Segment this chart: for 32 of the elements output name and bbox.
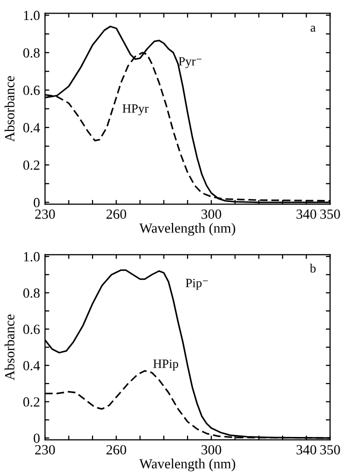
y-tick-label: 0	[34, 434, 40, 443]
y-tick-label: 1.0	[24, 10, 40, 20]
y-tick-label: 0.4	[23, 123, 40, 132]
x-tick-label: 230	[35, 445, 55, 454]
y-tick-label: 0.8	[23, 288, 40, 298]
y-tick-label: 0	[34, 198, 40, 208]
y-tick-label: 0.2	[23, 397, 40, 407]
series-label: HPip	[153, 360, 178, 371]
y-tick-label: 0.8	[23, 48, 40, 58]
x-tick-label: 340	[296, 209, 316, 219]
y-tick-label: 0.6	[23, 324, 40, 334]
x-tick-label: 300	[202, 209, 222, 219]
x-tick-label: 260	[106, 209, 126, 219]
x-tick-label: 260	[106, 445, 126, 454]
y-tick-label: 0.2	[23, 160, 40, 170]
x-tick-label: 300	[202, 445, 222, 454]
series-label: HPyr	[122, 104, 148, 116]
y-tick-label: 0.4	[23, 360, 40, 370]
x-axis-title: Wavelength (nm)	[139, 223, 236, 236]
y-tick-label: 0.6	[23, 86, 40, 96]
y-axis-title: Absorbance	[4, 76, 14, 142]
x-tick-label: 350	[320, 445, 340, 454]
series-label: Pip⁻	[186, 278, 208, 290]
series-label: Pyr⁻	[178, 57, 202, 68]
y-axis-title: Absorbance	[4, 314, 14, 380]
x-tick-label: 230	[35, 209, 55, 219]
x-tick-label: 340	[296, 445, 316, 454]
x-axis-title: Wavelength (nm)	[139, 458, 236, 472]
annotation: a	[310, 26, 316, 32]
y-tick-label: 1.0	[24, 252, 40, 262]
annotation: b	[310, 264, 316, 273]
x-tick-label: 350	[320, 209, 340, 219]
